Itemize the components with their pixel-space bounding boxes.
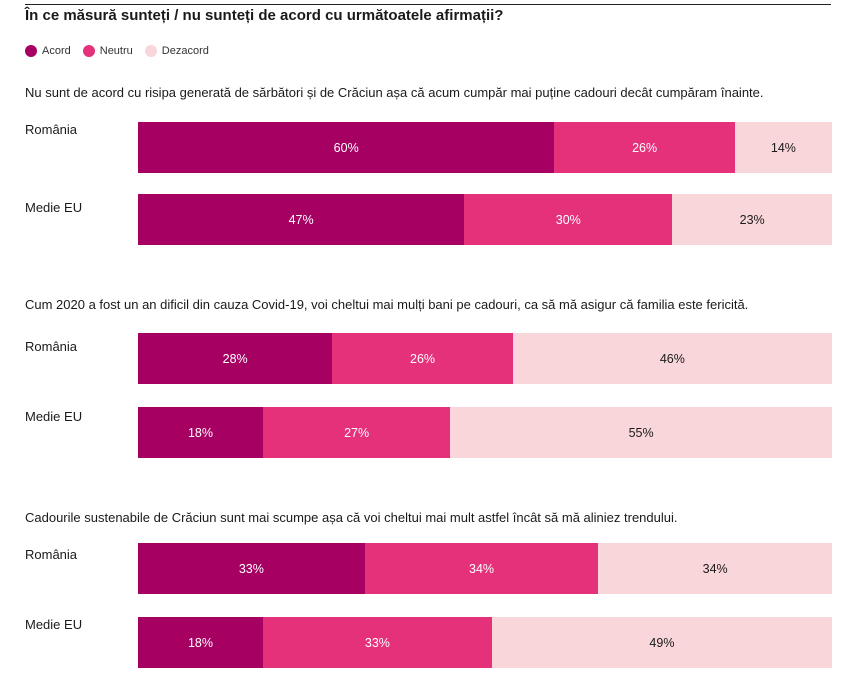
bar-segment-neutral: 34% (364, 543, 599, 594)
row-label-eu-q1: Medie EU (25, 200, 83, 215)
bar-eu-q3: 18% 33% 49% (138, 617, 832, 668)
row-label-eu-q3: Medie EU (25, 617, 83, 632)
bar-segment-agree: 60% (138, 122, 555, 173)
bar-segment-neutral: 33% (262, 617, 492, 668)
question-3: Cadourile sustenabile de Crăciun sunt ma… (25, 510, 678, 525)
bar-segment-disagree: 23% (672, 194, 832, 245)
bar-romania-q1: 60% 26% 14% (138, 122, 832, 173)
bar-segment-agree: 28% (138, 333, 333, 384)
row-label-romania-q1: România (25, 122, 78, 137)
question-1: Nu sunt de acord cu risipa generată de s… (25, 85, 764, 100)
bar-segment-agree: 47% (138, 194, 465, 245)
legend-dot-neutral (82, 45, 95, 57)
legend-item-disagree: Dezacord (144, 45, 209, 57)
bar-romania-q2: 28% 26% 46% (138, 333, 832, 384)
legend-label-neutral: Neutru (99, 45, 133, 57)
bar-segment-disagree: 55% (450, 407, 832, 458)
legend-label-disagree: Dezacord (161, 45, 209, 57)
top-rule (25, 4, 831, 5)
bar-segment-agree: 18% (138, 617, 263, 668)
legend-dot-disagree (144, 45, 157, 57)
bar-segment-neutral: 26% (332, 333, 513, 384)
bar-segment-disagree: 49% (491, 617, 832, 668)
bar-segment-disagree: 34% (598, 543, 832, 594)
bar-segment-neutral: 26% (554, 122, 735, 173)
bar-eu-q1: 47% 30% 23% (138, 194, 832, 245)
legend-dot-agree (25, 45, 37, 57)
bar-segment-neutral: 30% (464, 194, 673, 245)
legend-label-agree: Acord (42, 45, 71, 57)
bar-romania-q3: 33% 34% 34% (138, 543, 832, 594)
bar-segment-agree: 18% (138, 407, 263, 458)
row-label-eu-q2: Medie EU (25, 409, 83, 424)
bar-eu-q2: 18% 27% 55% (138, 407, 832, 458)
legend-item-neutral: Neutru (82, 45, 133, 57)
legend-item-agree: Acord (25, 45, 71, 57)
legend: Acord Neutru Dezacord (25, 45, 221, 57)
question-2: Cum 2020 a fost un an dificil din cauza … (25, 297, 749, 312)
bar-segment-agree: 33% (138, 543, 365, 594)
bar-segment-disagree: 46% (512, 333, 832, 384)
chart-title: În ce măsură sunteți / nu sunteți de aco… (25, 7, 504, 24)
row-label-romania-q2: România (25, 339, 78, 354)
bar-segment-disagree: 14% (734, 122, 832, 173)
bar-segment-neutral: 27% (262, 407, 451, 458)
row-label-romania-q3: România (25, 547, 78, 562)
